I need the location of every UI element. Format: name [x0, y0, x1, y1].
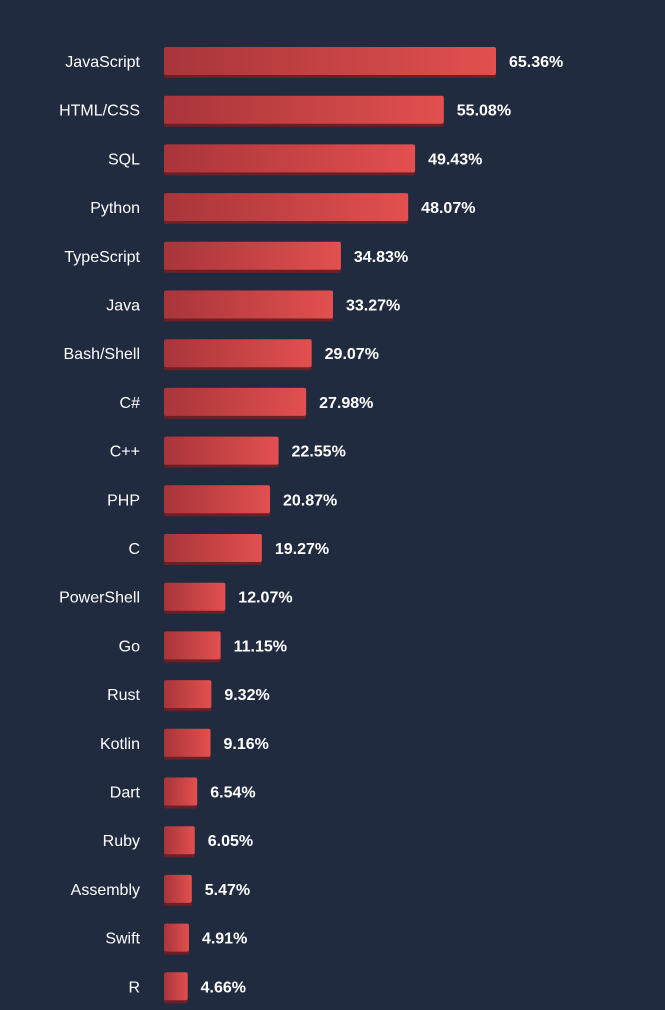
category-label: C# [120, 395, 141, 412]
value-label: 48.07% [421, 200, 475, 217]
value-label: 65.36% [509, 54, 563, 71]
bar [164, 436, 279, 465]
bar [164, 47, 496, 75]
category-label: Rust [107, 687, 140, 704]
bar [164, 144, 416, 173]
category-label: PowerShell [59, 590, 140, 607]
value-label: 4.91% [202, 931, 247, 948]
category-label: Python [90, 200, 140, 217]
category-label: Swift [105, 931, 140, 948]
category-label: JavaScript [65, 54, 140, 71]
value-label: 5.47% [205, 882, 250, 899]
category-label: C++ [110, 444, 140, 461]
value-label: 34.83% [354, 249, 408, 266]
value-label: 29.07% [325, 346, 379, 363]
value-label: 12.07% [238, 590, 292, 607]
value-label: 27.98% [319, 395, 373, 412]
bar-group: Ruby 6.05% [103, 826, 253, 858]
bar [164, 728, 211, 757]
category-label: Assembly [71, 882, 140, 899]
bar-group: Assembly 5.47% [71, 874, 250, 906]
value-label: 9.32% [224, 687, 269, 704]
category-label: Go [119, 638, 140, 655]
bar-group: C# 27.98% [120, 387, 373, 419]
bar-group: R 4.66% [128, 972, 246, 1004]
category-label: Kotlin [100, 736, 140, 753]
bar-group: JavaScript 65.36% [65, 47, 563, 78]
category-label: TypeScript [64, 249, 140, 266]
bar-group: HTML/CSS 55.08% [59, 95, 511, 127]
bar [164, 972, 188, 1001]
value-label: 55.08% [457, 103, 511, 120]
bar-group: Rust 9.32% [107, 680, 270, 712]
bar [164, 339, 312, 368]
category-label: PHP [107, 492, 140, 509]
value-label: 9.16% [224, 736, 269, 753]
bar-group: SQL 49.43% [108, 144, 482, 176]
bar-group: Python 48.07% [90, 193, 475, 225]
value-label: 49.43% [428, 151, 482, 168]
bar-group: Swift 4.91% [105, 923, 247, 955]
bar [164, 582, 226, 611]
bar [164, 923, 189, 952]
bar [164, 95, 444, 124]
bar [164, 631, 221, 660]
bar [164, 485, 271, 514]
category-label: Dart [110, 785, 141, 802]
bar [164, 193, 409, 222]
bar [164, 290, 333, 319]
bar-group: Go 11.15% [119, 631, 287, 663]
value-label: 4.66% [201, 979, 246, 996]
bar-group: PowerShell 12.07% [59, 582, 293, 614]
value-label: 6.05% [208, 833, 253, 850]
value-label: 6.54% [210, 785, 255, 802]
bar-group: PHP 20.87% [107, 485, 337, 517]
value-label: 33.27% [346, 298, 400, 315]
bar [164, 777, 198, 806]
bar-group: Bash/Shell 29.07% [64, 339, 379, 371]
category-label: SQL [108, 151, 140, 168]
bar-group: TypeScript 34.83% [64, 241, 408, 273]
value-label: 20.87% [283, 492, 337, 509]
category-label: HTML/CSS [59, 103, 140, 120]
category-label: Bash/Shell [64, 346, 141, 363]
bar-group: Dart 6.54% [110, 777, 256, 809]
bar [164, 680, 212, 709]
value-label: 19.27% [275, 541, 329, 558]
bar [164, 241, 341, 270]
bar [164, 534, 262, 562]
bar [164, 387, 307, 416]
value-label: 11.15% [234, 638, 287, 655]
bar-group: C++ 22.55% [110, 436, 346, 468]
bar-group: Java 33.27% [106, 290, 400, 322]
category-label: Java [106, 298, 140, 315]
category-label: R [128, 979, 140, 996]
bar [164, 826, 195, 855]
category-label: Ruby [103, 833, 140, 850]
bars-layer: JavaScript 65.36% HTML/CSS 55.08% SQL 49.43% P… [59, 47, 563, 1004]
category-label: C [128, 541, 140, 558]
bar-group: C 19.27% [128, 534, 329, 565]
value-label: 22.55% [292, 444, 346, 461]
bar-group: Kotlin 9.16% [100, 728, 269, 760]
bar [164, 874, 192, 903]
